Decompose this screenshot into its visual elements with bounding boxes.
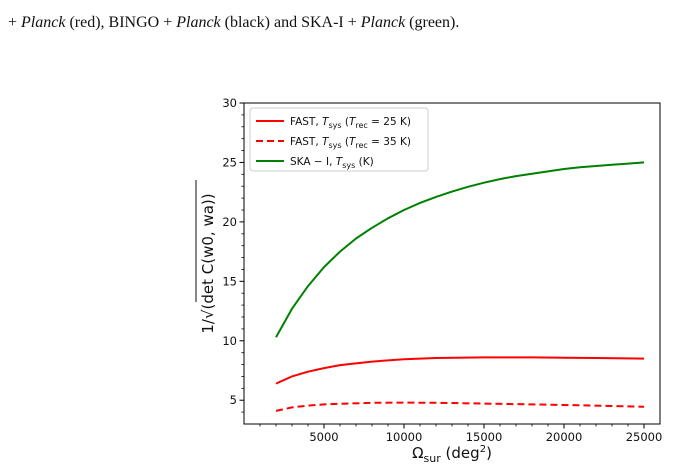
caption-prefix: +: [8, 14, 22, 31]
caption-part: Planck: [360, 14, 406, 31]
y-tick-label: 15: [222, 274, 237, 288]
x-tick-label: 15000: [466, 430, 503, 444]
caption-part: (green).: [405, 14, 460, 31]
y-tick-label: 30: [222, 96, 237, 110]
x-tick-label: 20000: [546, 430, 583, 444]
series-lines: [275, 161, 645, 412]
series-line-1: [275, 356, 645, 385]
y-tick-label: 25: [222, 155, 237, 169]
figure-caption: + Planck (red), BINGO + Planck (black) a…: [8, 14, 459, 32]
legend-label: FAST, Tsys (Trec = 35 K): [290, 136, 411, 150]
caption-part: Planck: [176, 14, 221, 31]
x-tick-label: 5000: [309, 430, 338, 444]
y-axis-label: 1/√(det C(w0, wa)): [199, 193, 217, 333]
minor-ticks: [241, 114, 629, 427]
y-tick-label: 20: [222, 215, 237, 229]
series-line-3: [275, 161, 645, 338]
y-tick-label: 10: [222, 334, 237, 348]
legend-label: SKA − I, Tsys (K): [290, 156, 374, 170]
major-ticks: [239, 102, 645, 429]
caption-part: (black) and SKA-I +: [220, 14, 361, 31]
x-axis-label: Ωsur (deg2): [412, 444, 492, 465]
x-tick-label: 10000: [386, 430, 423, 444]
y-tick-label: 5: [230, 393, 237, 407]
caption-part: Planck: [21, 14, 66, 31]
series-line-2: [275, 401, 645, 412]
legend: FAST, Tsys (Trec = 25 K) FAST, Tsys (Trec…: [249, 107, 429, 172]
legend-box: [249, 107, 429, 172]
legend-label: FAST, Tsys (Trec = 25 K): [290, 116, 411, 130]
caption-part: (red), BINGO +: [65, 14, 177, 31]
tick-labels: 5000 10000 15000 20000 25000 5 10 15 20 25 30: [222, 96, 662, 444]
x-tick-label: 25000: [626, 430, 663, 444]
